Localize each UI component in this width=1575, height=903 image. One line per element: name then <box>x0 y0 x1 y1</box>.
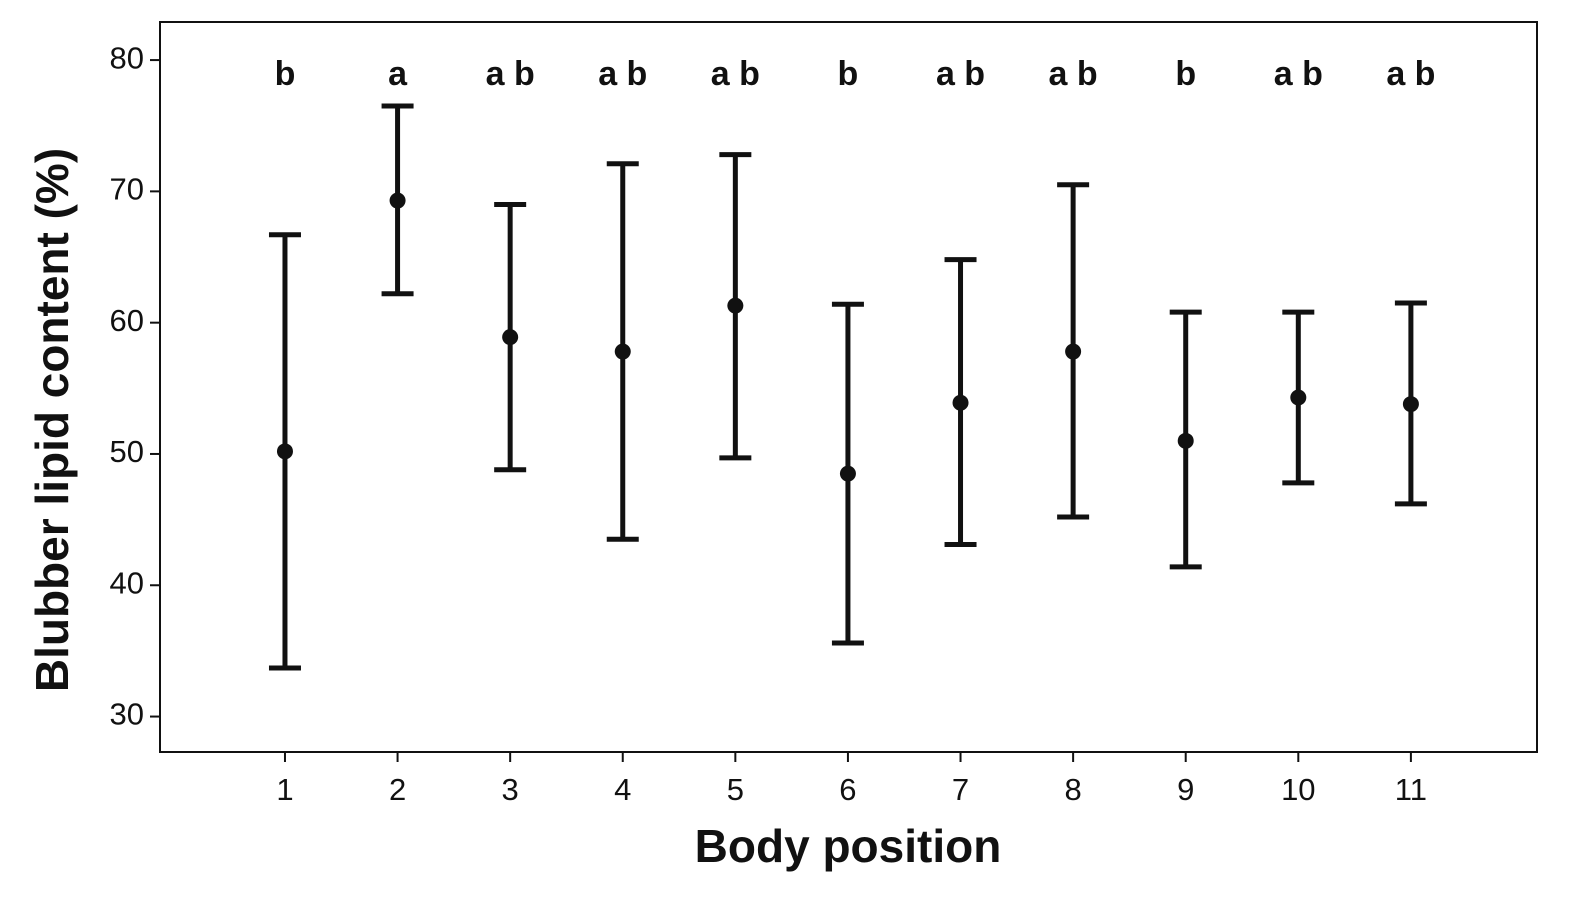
group-letter: a b <box>1049 55 1098 93</box>
y-tick-label: 50 <box>110 434 144 469</box>
group-letter: a b <box>711 55 760 93</box>
mean-point <box>389 192 406 209</box>
mean-point <box>839 465 856 482</box>
group-letter: b <box>275 55 296 93</box>
group-letter: a b <box>1274 55 1323 93</box>
x-tick-label: 5 <box>727 772 744 807</box>
y-axis-title: Blubber lipid content (%) <box>26 148 78 692</box>
mean-point <box>1065 343 1082 360</box>
x-tick-label: 9 <box>1177 772 1194 807</box>
mean-point <box>952 394 969 411</box>
group-letter: a b <box>598 55 647 93</box>
mean-point <box>1177 432 1194 449</box>
mean-point <box>502 329 519 346</box>
x-tick-label: 3 <box>502 772 519 807</box>
group-letter: a <box>388 55 408 93</box>
mean-point <box>727 297 744 314</box>
x-tick-label: 1 <box>276 772 293 807</box>
x-tick-label: 8 <box>1064 772 1081 807</box>
group-letter: a b <box>936 55 985 93</box>
group-letter: b <box>838 55 859 93</box>
mean-point <box>1290 389 1307 406</box>
x-tick-label: 10 <box>1281 772 1315 807</box>
x-tick-label: 6 <box>839 772 856 807</box>
y-tick-label: 80 <box>110 40 144 75</box>
mean-point <box>1402 396 1419 413</box>
x-tick-label: 11 <box>1395 772 1427 807</box>
y-tick-label: 40 <box>110 565 144 600</box>
y-tick-label: 60 <box>110 303 144 338</box>
mean-point <box>614 343 631 360</box>
y-tick-label: 70 <box>110 172 144 207</box>
group-letter: b <box>1175 55 1196 93</box>
group-letter: a b <box>486 55 535 93</box>
y-tick-label: 30 <box>110 697 144 732</box>
group-letter: a b <box>1386 55 1435 93</box>
mean-point <box>276 443 293 460</box>
x-tick-label: 4 <box>614 772 631 807</box>
x-axis-title: Body position <box>695 820 1002 872</box>
x-tick-label: 2 <box>389 772 406 807</box>
x-tick-label: 7 <box>952 772 969 807</box>
